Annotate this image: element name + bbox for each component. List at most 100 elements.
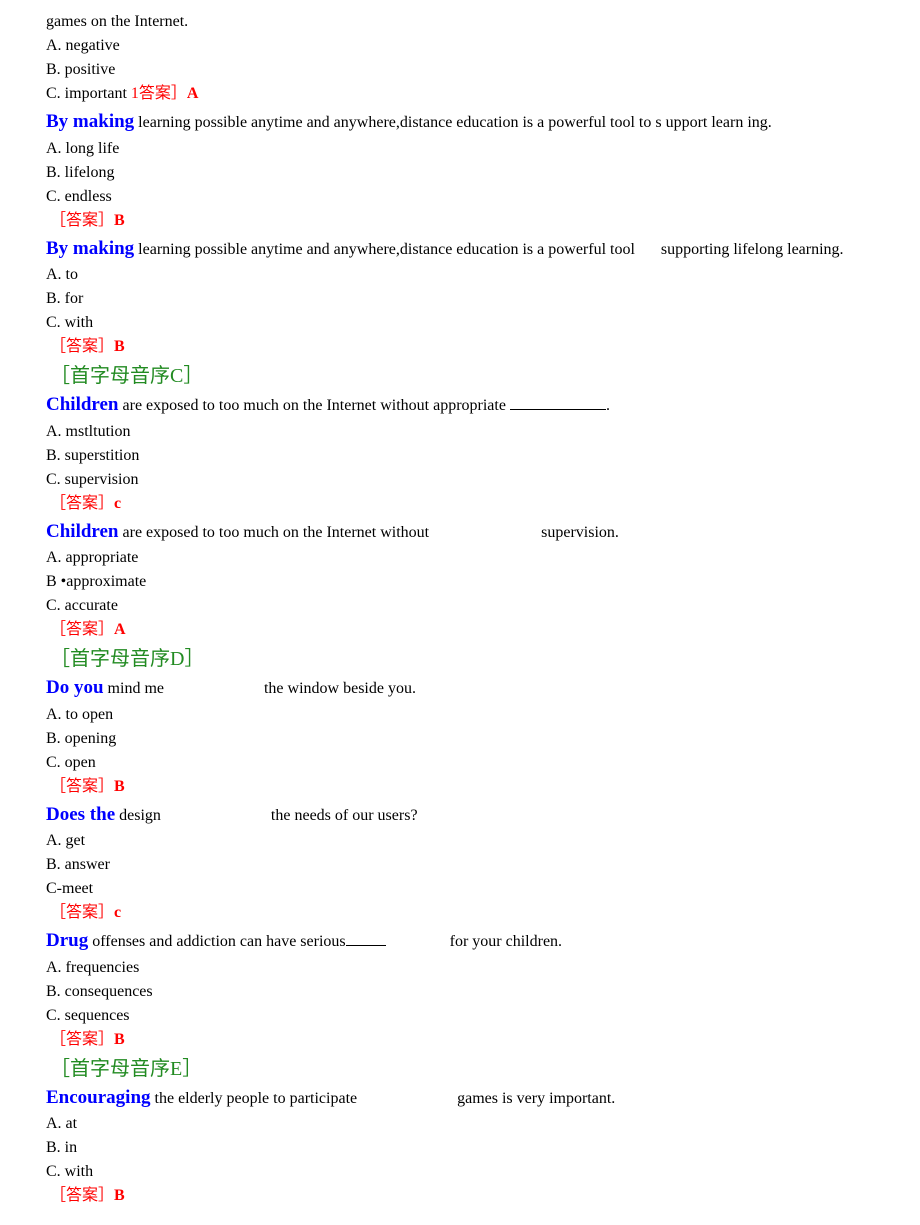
q9-option-c: C. with (46, 1160, 874, 1184)
q9-answer-letter: B (114, 1187, 125, 1204)
q8-option-b: B. consequences (46, 980, 874, 1004)
q6-answer-label: ［答案］ (50, 778, 114, 795)
q4-answer-label: ［答案］ (50, 495, 114, 512)
q7-option-b: B. answer (46, 853, 874, 877)
q2-answer-letter: B (114, 212, 125, 229)
q8-rest1: offenses and addiction can have serious (88, 933, 345, 950)
question-2: By making learning possible anytime and … (46, 108, 874, 233)
question-4: Children are exposed to too much on the … (46, 391, 874, 516)
q1-option-b: B. positive (46, 58, 874, 82)
q2-keyword: By making (46, 111, 134, 132)
q1-option-c: C. important 1答案］A (46, 82, 874, 106)
q3-prompt: By making learning possible anytime and … (46, 235, 874, 264)
q3-answer-label: ［答案］ (50, 338, 114, 355)
q4-prompt: Children are exposed to too much on the … (46, 391, 874, 420)
q1-prompt-tail: games on the Internet. (46, 10, 874, 34)
section-header-e: ［首字母音序E］ (50, 1054, 874, 1084)
question-3: By making learning possible anytime and … (46, 235, 874, 360)
q6-answer-letter: B (114, 778, 125, 795)
question-9: Encouraging the elderly people to partic… (46, 1084, 874, 1209)
q2-answer: ［答案］B (50, 209, 874, 233)
q6-option-a: A. to open (46, 703, 874, 727)
question-8: Drug offenses and addiction can have ser… (46, 927, 874, 1052)
q3-answer-letter: B (114, 338, 125, 355)
q5-answer: ［答案］A (50, 618, 874, 642)
q9-answer: ［答案］B (50, 1184, 874, 1208)
q6-option-c: C. open (46, 751, 874, 775)
q9-answer-label: ［答案］ (50, 1187, 114, 1204)
q3-answer: ［答案］B (50, 335, 874, 359)
q2-rest: learning possible anytime and anywhere,d… (134, 114, 772, 131)
q3-option-b: B. for (46, 287, 874, 311)
q2-option-a: A. long life (46, 137, 874, 161)
q4-option-b: B. superstition (46, 444, 874, 468)
q5-option-c: C. accurate (46, 594, 874, 618)
q1-answer-letter: A (187, 85, 199, 102)
q2-answer-label: ［答案］ (50, 212, 114, 229)
q9-rest2: games is very important. (457, 1090, 615, 1107)
q2-option-b: B. lifelong (46, 161, 874, 185)
section-header-c: ［首字母音序C］ (50, 361, 874, 391)
q5-prompt: Children are exposed to too much on the … (46, 518, 874, 547)
q2-prompt: By making learning possible anytime and … (46, 108, 874, 137)
q1-option-a: A. negative (46, 34, 874, 58)
q8-answer-label: ［答案］ (50, 1031, 114, 1048)
q4-rest2: . (606, 397, 610, 414)
q8-prompt: Drug offenses and addiction can have ser… (46, 927, 874, 956)
q7-option-a: A. get (46, 829, 874, 853)
q8-answer: ［答案］B (50, 1028, 874, 1052)
q5-keyword: Children (46, 521, 119, 542)
q4-answer-letter: c (114, 495, 121, 512)
q4-rest1: are exposed to too much on the Internet … (119, 397, 510, 414)
q9-prompt: Encouraging the elderly people to partic… (46, 1084, 874, 1113)
q7-keyword: Does the (46, 804, 115, 825)
section-header-d: ［首字母音序D］ (50, 644, 874, 674)
q9-keyword: Encouraging (46, 1087, 151, 1108)
q3-rest2: supporting lifelong learning. (661, 241, 844, 258)
q4-option-a: A. mstltution (46, 420, 874, 444)
q7-answer-letter: c (114, 904, 121, 921)
q7-option-c: C-meet (46, 877, 874, 901)
q8-option-c: C. sequences (46, 1004, 874, 1028)
question-7: Does the design the needs of our users? A… (46, 801, 874, 926)
q6-keyword: Do you (46, 677, 104, 698)
q8-rest2: for your children. (450, 933, 562, 950)
q7-rest2: the needs of our users? (271, 807, 418, 824)
q1-option-c-text: C. important (46, 85, 131, 102)
q5-option-a: A. appropriate (46, 546, 874, 570)
q8-option-a: A. frequencies (46, 956, 874, 980)
q5-answer-label: ［答案］ (50, 621, 114, 638)
q2-option-c: C. endless (46, 185, 874, 209)
q6-option-b: B. opening (46, 727, 874, 751)
q5-rest2: supervision. (541, 524, 619, 541)
q4-blank (510, 409, 606, 410)
q6-rest2: the window beside you. (264, 680, 416, 697)
q9-option-b: B. in (46, 1136, 874, 1160)
q3-rest1: learning possible anytime and anywhere,d… (134, 241, 635, 258)
q5-rest1: are exposed to too much on the Internet … (119, 524, 430, 541)
q4-option-c: C. supervision (46, 468, 874, 492)
q7-rest1: design (115, 807, 161, 824)
q8-answer-letter: B (114, 1031, 125, 1048)
q7-answer: ［答案］c (50, 901, 874, 925)
q9-rest1: the elderly people to participate (151, 1090, 358, 1107)
q4-answer: ［答案］c (50, 492, 874, 516)
q6-prompt: Do you mind me the window beside you. (46, 674, 874, 703)
question-6: Do you mind me the window beside you. A. … (46, 674, 874, 799)
q3-option-a: A. to (46, 263, 874, 287)
q8-blank (346, 945, 386, 946)
q7-answer-label: ［答案］ (50, 904, 114, 921)
q8-keyword: Drug (46, 930, 88, 951)
q5-option-b: B •approximate (46, 570, 874, 594)
question-1: games on the Internet. A. negative B. po… (46, 10, 874, 106)
q7-prompt: Does the design the needs of our users? (46, 801, 874, 830)
question-5: Children are exposed to too much on the … (46, 518, 874, 643)
q6-answer: ［答案］B (50, 775, 874, 799)
q6-rest1: mind me (104, 680, 164, 697)
q5-answer-letter: A (114, 621, 126, 638)
q3-keyword: By making (46, 238, 134, 259)
q3-option-c: C. with (46, 311, 874, 335)
q1-answer-label: 1答案］ (131, 85, 187, 102)
q4-keyword: Children (46, 394, 119, 415)
q9-option-a: A. at (46, 1112, 874, 1136)
